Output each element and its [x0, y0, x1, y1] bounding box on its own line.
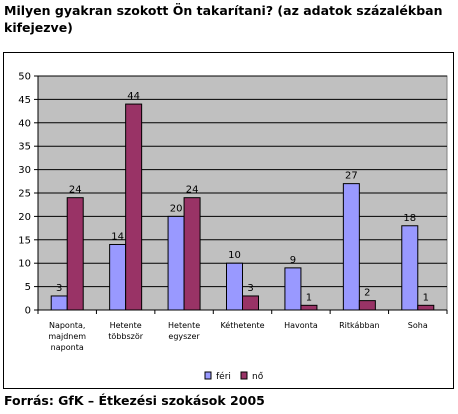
bar-ferfi — [342, 183, 360, 311]
x-tick-label: Soha — [408, 321, 428, 330]
x-tick-label-line: Kéthetente — [220, 320, 264, 330]
data-label: 44 — [127, 91, 140, 102]
y-tick-label: 20 — [18, 212, 31, 223]
y-tick-label: 30 — [18, 165, 31, 176]
legend-label: féri — [216, 371, 231, 382]
x-tick-label: Kéthetente — [220, 320, 264, 330]
data-label: 10 — [228, 250, 241, 261]
x-tick-label: Hetente egyszer — [168, 321, 200, 341]
legend-swatch-ferfi — [204, 371, 212, 380]
bar-no — [242, 295, 259, 311]
bar-ferfi — [50, 295, 68, 311]
x-tick-label-line: Naponta, — [49, 321, 86, 330]
bar-no — [183, 197, 201, 311]
bar-no — [417, 304, 435, 311]
y-tick-label: 50 — [18, 72, 31, 83]
legend-label: nő — [252, 372, 264, 382]
data-label: 3 — [56, 283, 62, 294]
x-tick-label-line: majdnem — [48, 332, 86, 341]
x-tick-label-line: naponta — [51, 343, 84, 352]
x-tick-label-line: egyszer — [168, 332, 200, 341]
data-label: 14 — [111, 231, 124, 242]
x-tick-label-line: Hetente — [110, 321, 142, 330]
bar-no — [66, 197, 84, 311]
bar-no — [300, 304, 318, 311]
data-label: 3 — [247, 283, 253, 294]
y-tick-label: 45 — [18, 95, 31, 106]
data-label: 27 — [345, 171, 358, 182]
data-label: 18 — [403, 213, 416, 224]
chart-title: Milyen gyakran szokott Ön takarítani? (a… — [4, 3, 443, 35]
bar-ferfi — [401, 225, 419, 311]
data-label: 1 — [306, 292, 312, 303]
bar-ferfi — [226, 262, 243, 311]
data-label: 20 — [170, 203, 183, 214]
x-tick-label: Havonta — [284, 321, 318, 330]
x-tick-label-line: többször — [108, 332, 143, 341]
y-tick-label: 5 — [25, 282, 31, 293]
x-tick-label: Hetente többször — [108, 321, 143, 341]
x-tick-label-line: Havonta — [284, 321, 318, 330]
x-tick-label: Naponta, majdnem naponta — [48, 321, 86, 352]
data-label: 24 — [186, 185, 199, 196]
y-tick-label: 35 — [18, 142, 31, 153]
data-label: 1 — [423, 292, 429, 303]
y-tick-label: 10 — [18, 259, 31, 270]
y-tick-label: 25 — [18, 189, 31, 200]
x-tick-label-line: Soha — [408, 321, 428, 330]
x-tick-label-line: Ritkábban — [339, 321, 379, 330]
legend-swatch-no — [240, 371, 248, 380]
data-label: 24 — [69, 185, 82, 196]
bar-ferfi — [109, 243, 127, 311]
source-note: Forrás: GfK – Étkezési szokások 2005 — [4, 393, 265, 408]
y-tick-label: 15 — [18, 235, 31, 246]
data-label: 2 — [364, 288, 370, 299]
bar-no — [358, 300, 376, 311]
x-tick-label-line: Hetente — [168, 321, 200, 330]
bar-no — [125, 103, 143, 311]
bar-ferfi — [167, 215, 185, 311]
chart-frame — [3, 52, 454, 389]
x-tick-label: Ritkábban — [339, 321, 379, 330]
bar-ferfi — [284, 267, 302, 311]
data-label: 9 — [290, 255, 296, 266]
y-tick-label: 0 — [25, 306, 31, 317]
y-tick-label: 40 — [18, 118, 31, 129]
